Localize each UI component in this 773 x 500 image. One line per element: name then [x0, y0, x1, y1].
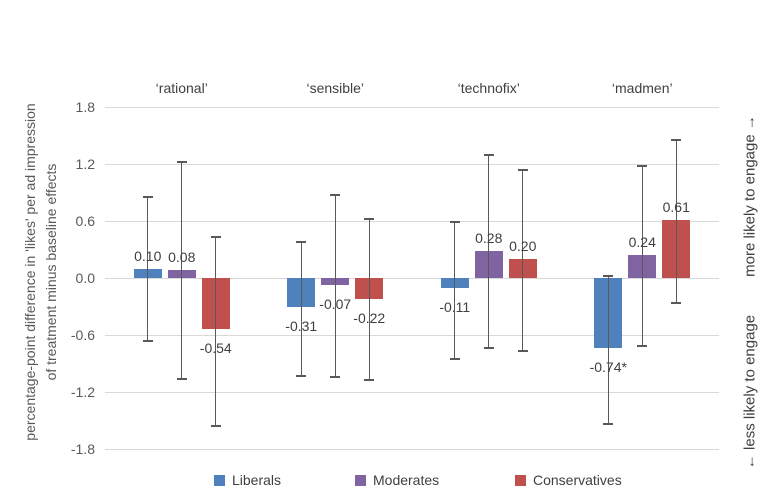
error-bar-madmen-liberals-cap-top: [603, 275, 614, 278]
error-bar-technofix-liberals-cap-top: [449, 220, 460, 223]
data-label-technofix-moderates: 0.28: [475, 230, 503, 247]
error-bar-sensible-conservatives-line: [368, 219, 370, 380]
gridline-0.0: [105, 277, 719, 279]
error-bar-rational-liberals-line: [147, 197, 149, 341]
category-label-sensible: ‘sensible’: [306, 80, 365, 96]
gridline-0.6: [105, 220, 719, 222]
error-bar-technofix-conservatives-cap-bottom: [517, 350, 528, 353]
y-tick-label-0.6: 0.6: [75, 213, 95, 229]
data-label-madmen-liberals: -0.74*: [589, 359, 627, 376]
error-bar-technofix-liberals-line: [454, 221, 456, 359]
error-bar-rational-liberals-cap-bottom: [142, 339, 153, 342]
y-tick-label--1.2: -1.2: [70, 384, 95, 400]
y-tick-label--1.8: -1.8: [70, 441, 95, 457]
gridline--1.8: [105, 448, 719, 450]
gridline--0.6: [105, 334, 719, 336]
error-bar-sensible-conservatives-cap-top: [364, 218, 375, 221]
gridline--1.2: [105, 391, 719, 393]
error-bar-rational-conservatives-line: [215, 237, 217, 427]
error-bar-madmen-moderates-cap-top: [637, 164, 648, 167]
error-bar-sensible-moderates-cap-top: [330, 194, 341, 197]
error-bar-sensible-liberals-cap-bottom: [296, 374, 307, 377]
error-bar-technofix-moderates-cap-top: [483, 154, 494, 157]
error-bar-madmen-liberals-line: [607, 276, 609, 425]
category-label-technofix: ‘technofix’: [457, 80, 520, 96]
data-label-sensible-moderates: -0.07: [319, 295, 352, 312]
error-bar-rational-liberals-cap-top: [142, 196, 153, 199]
error-bar-madmen-conservatives-cap-bottom: [671, 301, 682, 304]
legend-swatch-liberals: [214, 474, 225, 486]
error-bar-sensible-liberals-line: [300, 241, 302, 376]
legend-item-liberals: Liberals: [214, 472, 281, 488]
error-bar-madmen-conservatives-line: [675, 140, 677, 303]
error-bar-sensible-moderates-cap-bottom: [330, 375, 341, 378]
legend-swatch-conservatives: [515, 474, 526, 486]
error-bar-sensible-moderates-line: [334, 195, 336, 377]
error-bar-technofix-moderates-line: [488, 155, 490, 349]
error-bar-technofix-moderates-cap-bottom: [483, 347, 494, 350]
error-bar-rational-moderates-line: [181, 162, 183, 379]
y-tick-label-1.8: 1.8: [75, 99, 95, 115]
error-bar-technofix-liberals-cap-bottom: [449, 357, 460, 360]
data-label-rational-moderates: 0.08: [168, 249, 196, 266]
y-tick-label-0.0: 0.0: [75, 270, 95, 286]
legend-item-moderates: Moderates: [355, 472, 439, 488]
error-bar-madmen-moderates-cap-bottom: [637, 345, 648, 348]
gridline-1.2: [105, 163, 719, 165]
error-bar-rational-conservatives-cap-top: [210, 236, 221, 239]
error-bar-technofix-conservatives-line: [522, 169, 524, 352]
data-label-sensible-conservatives: -0.22: [353, 309, 386, 326]
category-label-madmen: ‘madmen’: [611, 80, 673, 96]
data-label-rational-liberals: 0.10: [134, 247, 162, 264]
category-label-rational: ‘rational’: [155, 80, 208, 96]
error-bar-sensible-liberals-cap-top: [296, 240, 307, 243]
legend-swatch-moderates: [355, 474, 366, 486]
data-label-sensible-liberals: -0.31: [285, 318, 318, 335]
data-label-technofix-liberals: -0.11: [439, 299, 471, 316]
error-bar-madmen-conservatives-cap-top: [671, 139, 682, 142]
y-tick-label-1.2: 1.2: [75, 156, 95, 172]
error-bar-sensible-conservatives-cap-bottom: [364, 378, 375, 381]
legend-label-moderates: Moderates: [373, 472, 440, 488]
legend-item-conservatives: Conservatives: [515, 472, 622, 488]
gridline-1.8: [105, 106, 719, 108]
y-tick-label--0.6: -0.6: [70, 327, 95, 343]
error-bar-rational-conservatives-cap-bottom: [210, 425, 221, 428]
data-label-rational-conservatives: -0.54: [199, 340, 232, 357]
data-label-technofix-conservatives: 0.20: [509, 238, 537, 254]
data-label-madmen-conservatives: 0.61: [662, 199, 690, 216]
legend-label-conservatives: Conservatives: [533, 472, 622, 488]
error-bar-rational-moderates-cap-top: [176, 161, 187, 164]
error-bar-rational-moderates-cap-bottom: [176, 377, 187, 380]
error-bar-technofix-conservatives-cap-top: [517, 168, 528, 171]
legend-label-liberals: Liberals: [232, 472, 282, 488]
data-label-madmen-moderates: 0.24: [628, 234, 656, 251]
error-bar-madmen-liberals-cap-bottom: [603, 423, 614, 426]
error-bar-madmen-moderates-line: [641, 165, 643, 347]
